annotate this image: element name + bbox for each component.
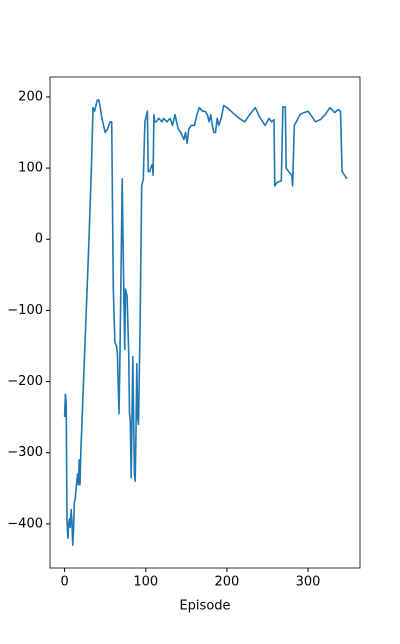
y-tick-label: −300 [7,445,43,460]
x-tick-label: 300 [296,575,321,590]
series-line [63,99,348,546]
x-tick-label: 100 [133,575,158,590]
x-tick-label: 0 [60,575,68,590]
y-tick-label: −100 [7,303,43,318]
x-axis-label: Episode [179,599,230,614]
y-tick-label: 0 [35,232,43,247]
x-tick-label: 200 [214,575,239,590]
y-tick-label: −200 [7,374,43,389]
y-tick-label: 100 [18,161,43,176]
y-tick-label: 200 [18,89,43,104]
y-tick-label: −400 [7,516,43,531]
axes-frame [49,76,361,569]
